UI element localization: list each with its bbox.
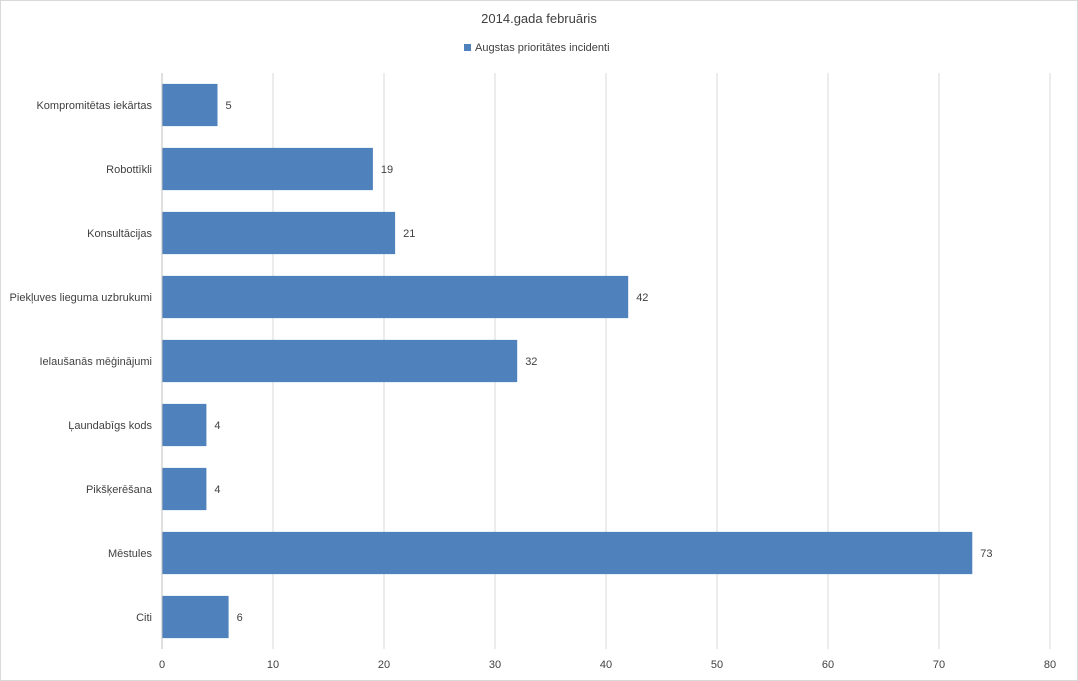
bar [162,275,629,319]
x-tick-label: 50 [711,659,723,671]
category-label: Mēstules [108,548,153,560]
x-tick-label: 30 [489,659,501,671]
x-tick-label: 10 [267,659,279,671]
data-label: 42 [636,292,648,304]
legend-label: Augstas prioritātes incidenti [475,42,610,54]
data-label: 5 [226,100,232,112]
category-label: Robottīkli [106,164,152,176]
bar [162,467,207,511]
bar [162,531,973,575]
category-label: Ielaušanās mēģinājumi [39,355,152,368]
category-label: Piekļuves lieguma uzbrukumi [10,292,152,304]
data-label: 4 [214,484,220,496]
tick-labels: 0 10 20 30 40 50 60 70 80 [159,659,1056,671]
legend-swatch [464,44,471,51]
bar [162,595,229,639]
data-label: 32 [525,356,537,368]
bar [162,147,373,191]
bar [162,339,518,383]
category-label: Konsultācijas [87,228,152,240]
data-label: 21 [403,228,415,240]
category-label: Pikšķerēšana [86,484,153,496]
category-labels: Kompromitētas iekārtas Robottīkli Konsultā… [10,100,153,624]
x-tick-label: 60 [822,659,834,671]
data-label: 19 [381,164,393,176]
category-label: Citi [136,612,152,624]
data-label: 6 [237,612,243,624]
bar [162,211,396,255]
bar [162,403,207,447]
bar [162,83,218,127]
data-label: 4 [214,420,220,432]
x-tick-label: 80 [1044,659,1056,671]
x-tick-label: 70 [933,659,945,671]
data-labels: 5 19 21 42 32 4 4 73 6 [214,100,992,624]
category-label: Kompromitētas iekārtas [36,100,152,112]
category-label: Ļaundabīgs kods [68,420,152,432]
x-tick-label: 40 [600,659,612,671]
legend: Augstas prioritātes incidenti [464,42,610,54]
data-label: 73 [980,548,992,560]
bars [162,83,973,639]
chart-title: 2014.gada februāris [481,11,597,26]
x-tick-label: 0 [159,659,165,671]
x-tick-label: 20 [378,659,390,671]
